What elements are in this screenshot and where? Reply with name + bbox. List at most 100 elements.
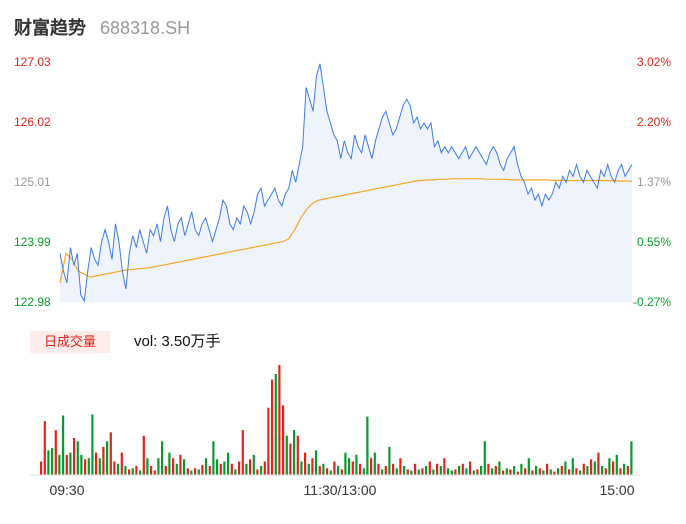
volume-bar (428, 461, 431, 475)
volume-bar (80, 454, 83, 475)
volume-bar (333, 461, 336, 475)
volume-bar (274, 374, 277, 475)
volume-bar (535, 466, 538, 475)
volume-bar (524, 468, 527, 475)
volume-bar (516, 471, 519, 475)
chart-header: 财富趋势 688318.SH (14, 14, 190, 40)
volume-bar (58, 454, 61, 475)
volume-bar (454, 469, 457, 475)
volume-bar (120, 452, 123, 475)
volume-bar (271, 379, 274, 475)
volume-bar (575, 468, 578, 475)
x-label-midday: 11:30/13:00 (304, 482, 377, 498)
x-label-open: 09:30 (49, 482, 84, 498)
average-price-line (59, 178, 632, 284)
y-right-tick-2: 1.37% (637, 175, 671, 189)
volume-bar (223, 461, 226, 475)
volume-bar (425, 466, 428, 475)
volume-bar (172, 458, 175, 475)
volume-bar (157, 458, 160, 475)
volume-bar (197, 469, 200, 475)
volume-bar (399, 458, 402, 475)
volume-bar (329, 470, 332, 475)
volume-bar (326, 468, 329, 475)
volume-bar (579, 470, 582, 475)
volume-bar (465, 468, 468, 475)
volume-bar (76, 441, 79, 475)
volume-bar (443, 458, 446, 475)
volume-bar (623, 463, 626, 475)
volume-bar (344, 452, 347, 475)
volume-bar (249, 459, 252, 475)
volume-bar (619, 468, 622, 475)
volume-bar (128, 469, 131, 475)
volume-bar (282, 405, 285, 475)
volume-bar (377, 463, 380, 475)
volume-bar (351, 461, 354, 475)
volume-bar (494, 466, 497, 475)
volume-bar (564, 461, 567, 475)
volume-bar (560, 466, 563, 475)
volume-bar (626, 466, 629, 475)
volume-bar (597, 452, 600, 475)
daily-volume-badge: 日成交量 (30, 331, 110, 353)
volume-bar (51, 448, 54, 475)
volume-bar (234, 469, 237, 475)
volume-bar (318, 466, 321, 475)
volume-bar (230, 463, 233, 475)
volume-bar (458, 466, 461, 475)
volume-bar (219, 463, 222, 475)
volume-bar (586, 466, 589, 475)
volume-bar (612, 461, 615, 475)
volume-bar (238, 461, 241, 475)
volume-bar (568, 469, 571, 475)
volume-bar (542, 470, 545, 475)
volume-bar (406, 469, 409, 475)
volume-bar (549, 469, 552, 475)
volume-bar (604, 468, 607, 475)
volume-bar (260, 466, 263, 475)
y-left-tick-2: 125.01 (14, 175, 51, 189)
volume-bar (487, 463, 490, 475)
volume-bar (194, 468, 197, 475)
volume-bar (472, 470, 475, 475)
volume-bar (208, 466, 211, 475)
volume-bar (65, 454, 68, 475)
volume-bar (491, 468, 494, 475)
volume-bar (505, 468, 508, 475)
volume-bar (307, 463, 310, 475)
x-label-close: 15:00 (599, 482, 634, 498)
volume-bar (201, 464, 204, 475)
volume-bar (98, 458, 101, 475)
volume-readout: vol: 3.50万手 (130, 331, 221, 353)
volume-bar (509, 469, 512, 475)
volume-bar (520, 463, 523, 475)
volume-bar (84, 459, 87, 475)
volume-bar (153, 470, 156, 475)
volume-bar (62, 415, 65, 475)
volume-bar (186, 468, 189, 475)
volume-bar (311, 458, 314, 475)
volume-bar (571, 458, 574, 475)
volume-bar (146, 458, 149, 475)
volume-bar (252, 454, 255, 475)
volume-bar (256, 469, 259, 475)
volume-bar (502, 470, 505, 475)
volume-bar (142, 435, 145, 475)
volume-bar (417, 469, 420, 475)
volume-bar (106, 441, 109, 475)
volume-label: vol: (134, 333, 158, 350)
volume-bar (403, 466, 406, 475)
volume-bar (498, 461, 501, 475)
volume-bar (43, 421, 46, 475)
volume-bar (175, 463, 178, 475)
volume-bar (546, 463, 549, 475)
volume-bar (304, 452, 307, 475)
volume-bar (278, 365, 281, 475)
volume-bar (593, 461, 596, 475)
volume-bar (267, 407, 270, 475)
volume-bar (69, 452, 72, 475)
volume-bar (348, 458, 351, 475)
volume-bar (164, 466, 167, 475)
